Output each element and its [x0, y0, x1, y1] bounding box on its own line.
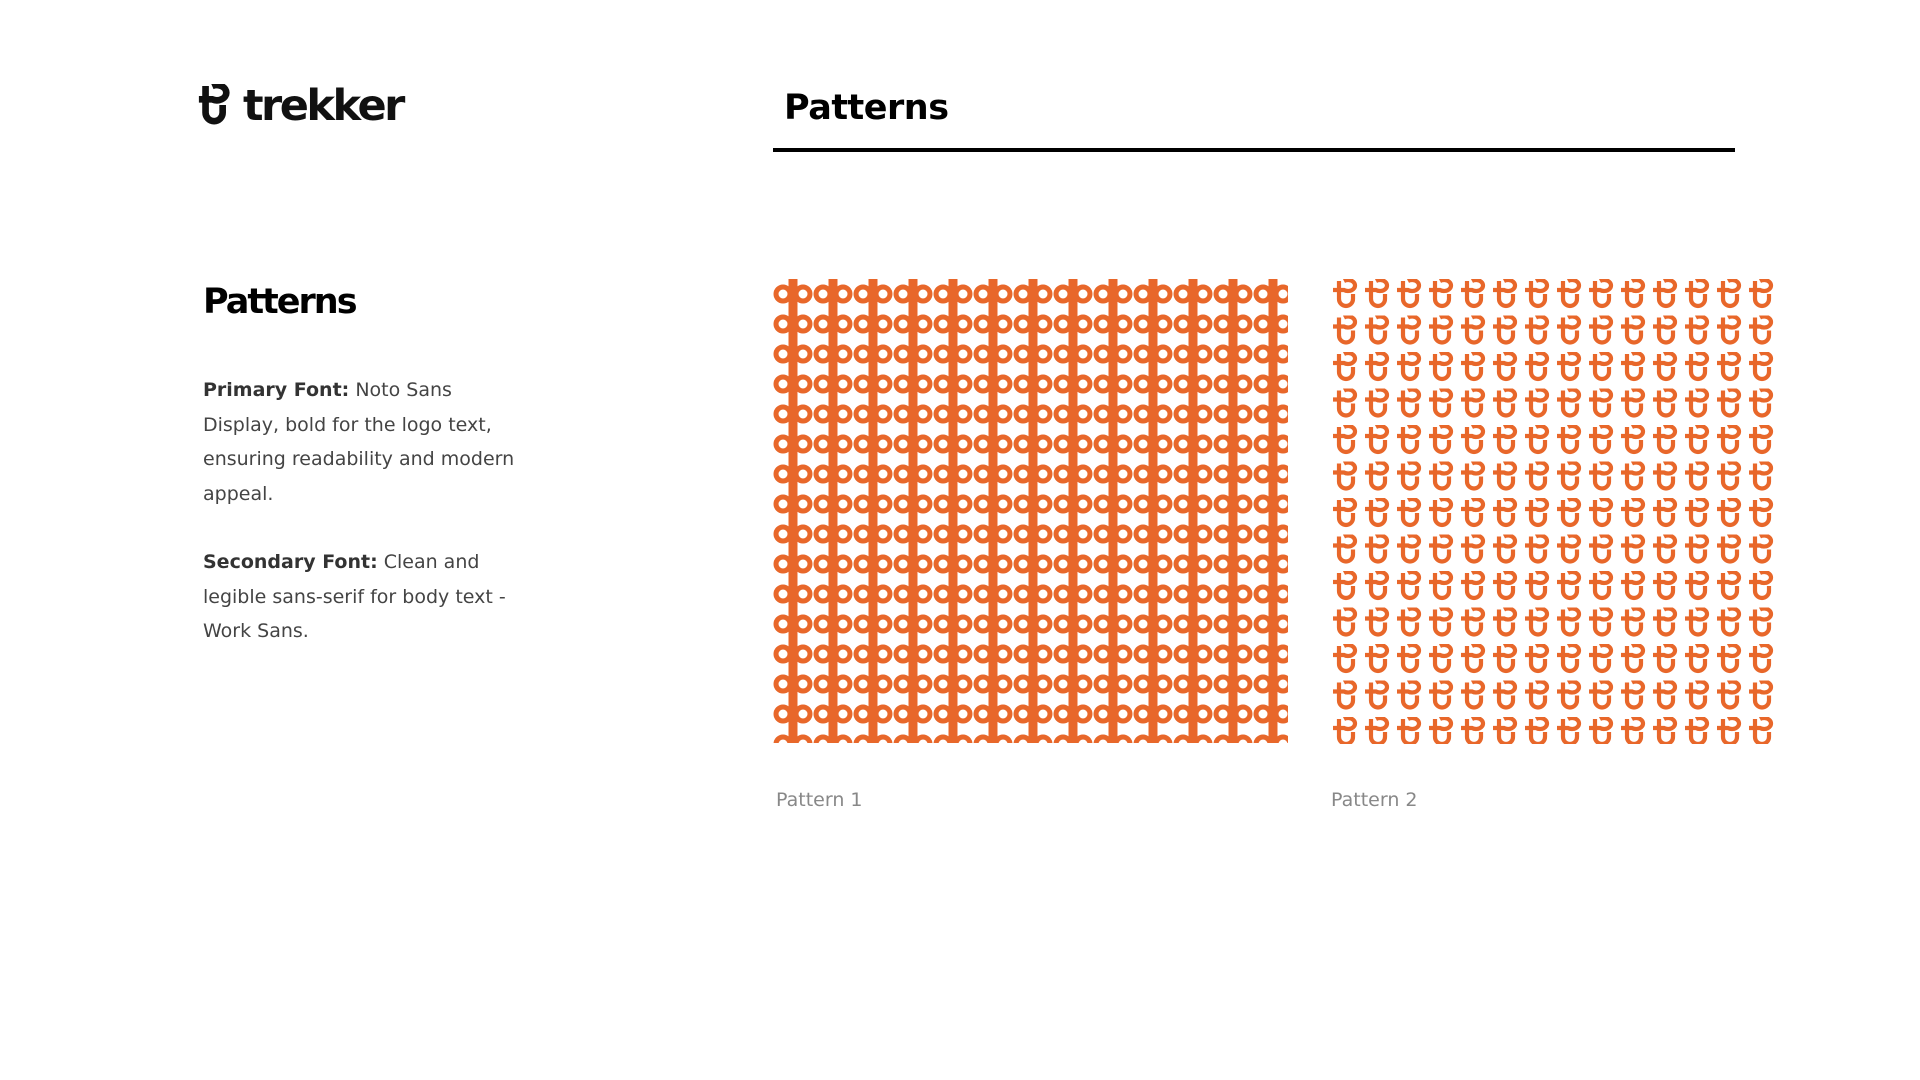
primary-font-note: Primary Font: Noto Sans Display, bold fo… [203, 373, 533, 511]
pattern-2-caption: Pattern 2 [1331, 789, 1418, 811]
trekker-mark-pattern-icon [1331, 279, 1778, 744]
trekker-mark-icon [198, 84, 230, 125]
primary-font-text: Noto Sans Display, bold for the logo tex… [203, 379, 515, 505]
pattern-2-swatch [1331, 279, 1778, 744]
dp-pattern-icon [773, 279, 1288, 743]
secondary-font-note: Secondary Font: Clean and legible sans-s… [203, 545, 533, 649]
brand-name: trekker [243, 80, 405, 131]
secondary-font-text: Clean and legible sans-serif for body te… [203, 551, 506, 642]
pattern-1-swatch [773, 279, 1288, 743]
font-description: Primary Font: Noto Sans Display, bold fo… [203, 373, 533, 683]
section-title: Patterns [203, 282, 358, 322]
pattern-1-caption: Pattern 1 [776, 789, 863, 811]
secondary-font-label: Secondary Font: [203, 551, 378, 573]
primary-font-label: Primary Font: [203, 379, 350, 401]
brand-logo: trekker [197, 80, 405, 131]
header-divider [773, 148, 1735, 152]
page-title: Patterns [784, 88, 949, 128]
